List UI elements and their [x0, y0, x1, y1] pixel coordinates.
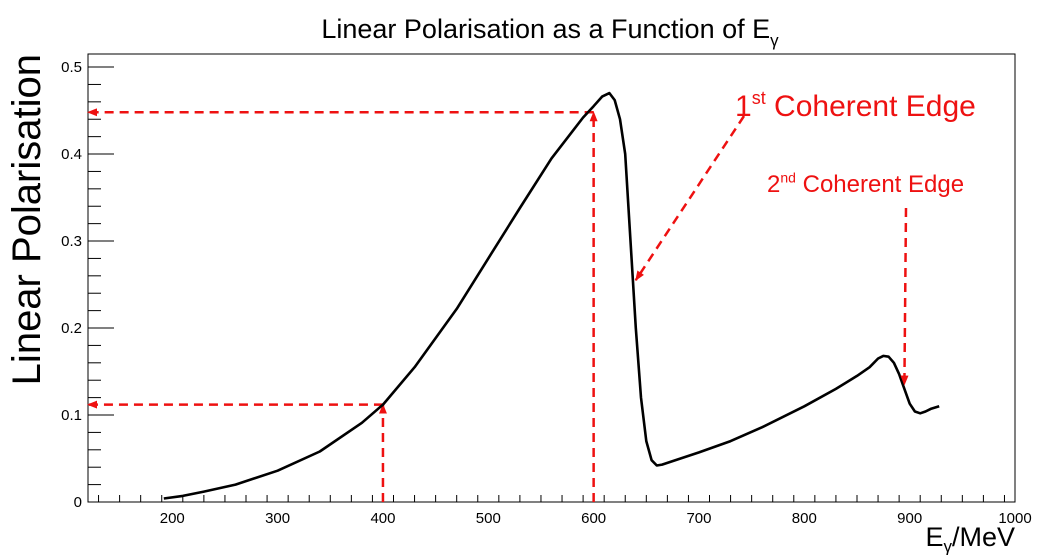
series-line — [163, 91, 940, 500]
x-axis-label: Eγ/MeV — [925, 522, 1015, 555]
y-tick-label: 0.2 — [61, 320, 82, 337]
plot-frame — [87, 53, 1016, 503]
y-tick-label: 0.1 — [61, 407, 82, 424]
y-tick-label: 0 — [74, 494, 82, 511]
reference-lines — [87, 108, 598, 502]
annotation-arrow — [634, 115, 746, 282]
x-axis: 200 300 400 500 600 700 800 900 1000 — [98, 495, 1032, 527]
chart-title: Linear Polarisation as a Function of Eγ — [321, 14, 779, 50]
x-tick-label: 900 — [897, 510, 922, 527]
x-tick-label: 800 — [792, 510, 817, 527]
chart-title-subscript: γ — [770, 31, 779, 50]
annotations: 1st Coherent Edge 2nd Coherent Edge — [634, 88, 976, 386]
y-tick-label: 0.4 — [61, 146, 82, 163]
annotation-label: 1st Coherent Edge — [735, 88, 976, 123]
x-tick-label: 700 — [686, 510, 711, 527]
x-tick-label: 500 — [476, 510, 501, 527]
y-axis: 0 0.1 0.2 0.3 0.4 0.5 — [61, 59, 114, 511]
x-tick-label: 200 — [160, 510, 185, 527]
x-tick-label: 600 — [581, 510, 606, 527]
series-group — [163, 91, 940, 500]
y-tick-label: 0.5 — [61, 59, 82, 76]
x-axis-label-subscript: γ — [943, 537, 952, 555]
x-tick-label: 400 — [370, 510, 395, 527]
annotation-arrow — [900, 207, 909, 386]
x-tick-label: 1000 — [998, 510, 1031, 527]
annotation-label: 2nd Coherent Edge — [767, 169, 964, 198]
x-axis-label-unit: /MeV — [952, 522, 1015, 552]
x-tick-label: 300 — [265, 510, 290, 527]
y-axis-label: Linear Polarisation — [5, 54, 49, 385]
y-tick-label: 0.3 — [61, 233, 82, 250]
